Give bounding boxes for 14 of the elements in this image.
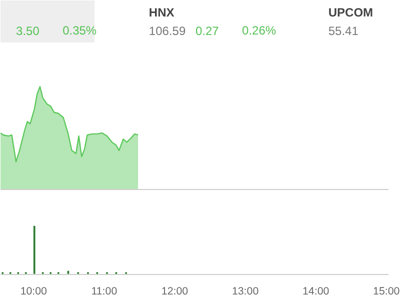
x-tick-label: 11:00: [91, 286, 118, 298]
text: 55.41: [328, 24, 359, 38]
text: 0.27: [195, 24, 220, 38]
x-tick-label: 10:00: [20, 286, 48, 298]
text: 106.59: [148, 24, 186, 38]
x-tick-label: 15:00: [373, 286, 400, 298]
text: UPCOM: [328, 6, 374, 20]
x-tick-label: 12:00: [161, 286, 188, 298]
x-tick-label: 13:00: [232, 286, 259, 298]
text: 0.26%: [242, 24, 276, 38]
x-tick-label: 14:00: [302, 286, 330, 298]
text: 0.35%: [62, 24, 97, 38]
text: HNX: [148, 6, 174, 20]
text: 3.50: [16, 24, 40, 38]
